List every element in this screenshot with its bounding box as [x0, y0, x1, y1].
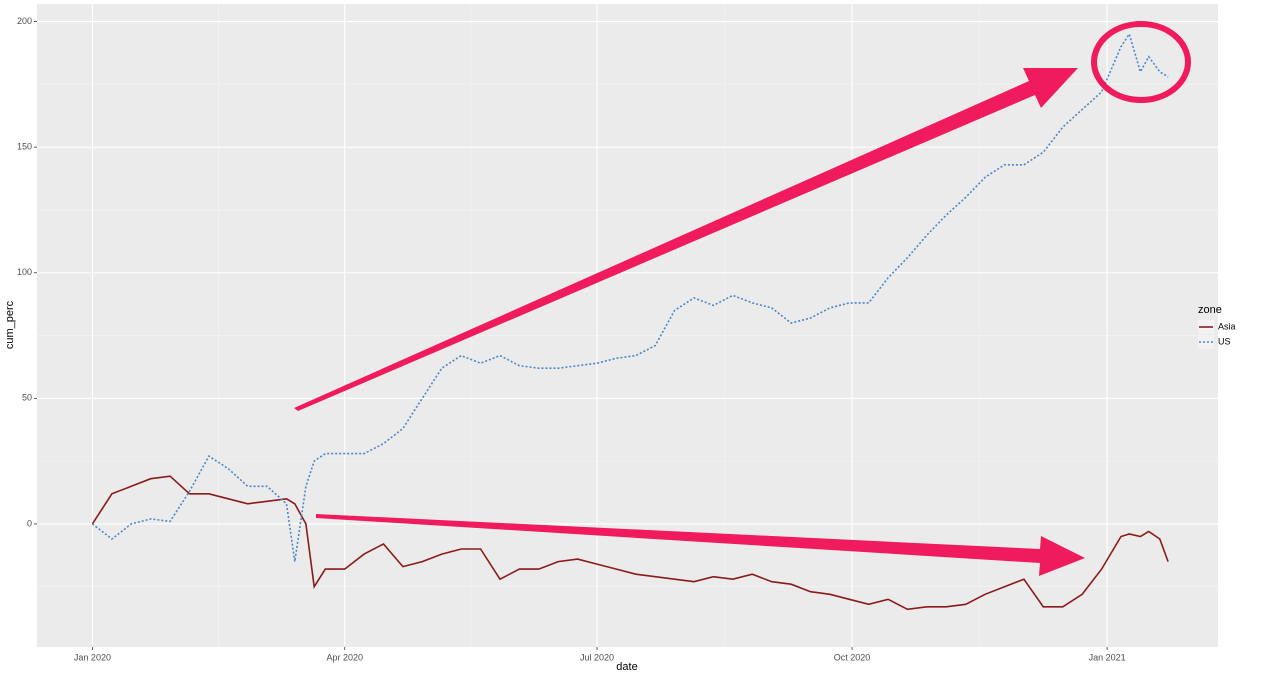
- x-tick-label: Jan 2021: [1089, 652, 1126, 662]
- legend-title: zone: [1198, 304, 1222, 316]
- x-tick-label: Jul 2020: [580, 652, 614, 662]
- legend-label: US: [1218, 336, 1231, 346]
- x-tick-label: Oct 2020: [834, 652, 871, 662]
- legend-label: Asia: [1218, 321, 1236, 331]
- lines: [91, 32, 1169, 611]
- annotation-circle: [1091, 21, 1191, 103]
- y-tick-label: 0: [27, 518, 32, 528]
- legend-key: [1198, 335, 1214, 349]
- annotation-arrow: [316, 514, 1085, 576]
- y-tick-label: 100: [17, 267, 32, 277]
- x-axis-title: date: [616, 661, 637, 673]
- series-line: [91, 475, 1169, 611]
- y-tick-label: 150: [17, 142, 32, 152]
- x-tick-label: Apr 2020: [326, 652, 363, 662]
- x-tick-label: Jan 2020: [74, 652, 111, 662]
- legend: Asia US: [1198, 320, 1236, 349]
- y-tick-label: 50: [22, 393, 32, 403]
- y-tick-label: 200: [17, 16, 32, 26]
- annotation-arrow: [294, 68, 1078, 411]
- plot-panel: [37, 4, 1218, 647]
- y-axis-title: cum_perc: [4, 300, 16, 349]
- series-line: [91, 32, 1169, 562]
